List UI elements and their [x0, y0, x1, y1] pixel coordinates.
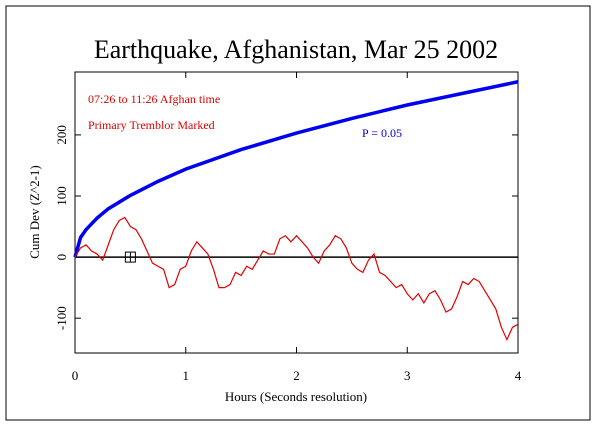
- series-line: [74, 216, 519, 342]
- y-tick-label: 200: [54, 125, 69, 145]
- chart-title: Earthquake, Afghanistan, Mar 25 2002: [94, 35, 498, 64]
- y-tick-label: -100: [54, 306, 69, 330]
- x-tick-label: 3: [404, 368, 411, 383]
- x-tick-label: 1: [183, 368, 190, 383]
- frame: [5, 5, 591, 421]
- y-tick-label: 100: [54, 186, 69, 206]
- plot-area: [74, 71, 519, 354]
- y-axis-label: Cum Dev (Z^2-1): [27, 165, 42, 258]
- annotation: P = 0.05: [362, 126, 402, 140]
- y-tick-label: 0: [54, 254, 69, 261]
- annotation: 07:26 to 11:26 Afghan time: [88, 92, 220, 106]
- x-tick-label: 2: [293, 368, 300, 383]
- x-tick-label: 4: [515, 368, 522, 383]
- annotation: Primary Tremblor Marked: [88, 118, 215, 132]
- x-tick-label: 0: [72, 368, 79, 383]
- x-axis-label: Hours (Seconds resolution): [225, 389, 367, 404]
- series-line: [73, 80, 519, 258]
